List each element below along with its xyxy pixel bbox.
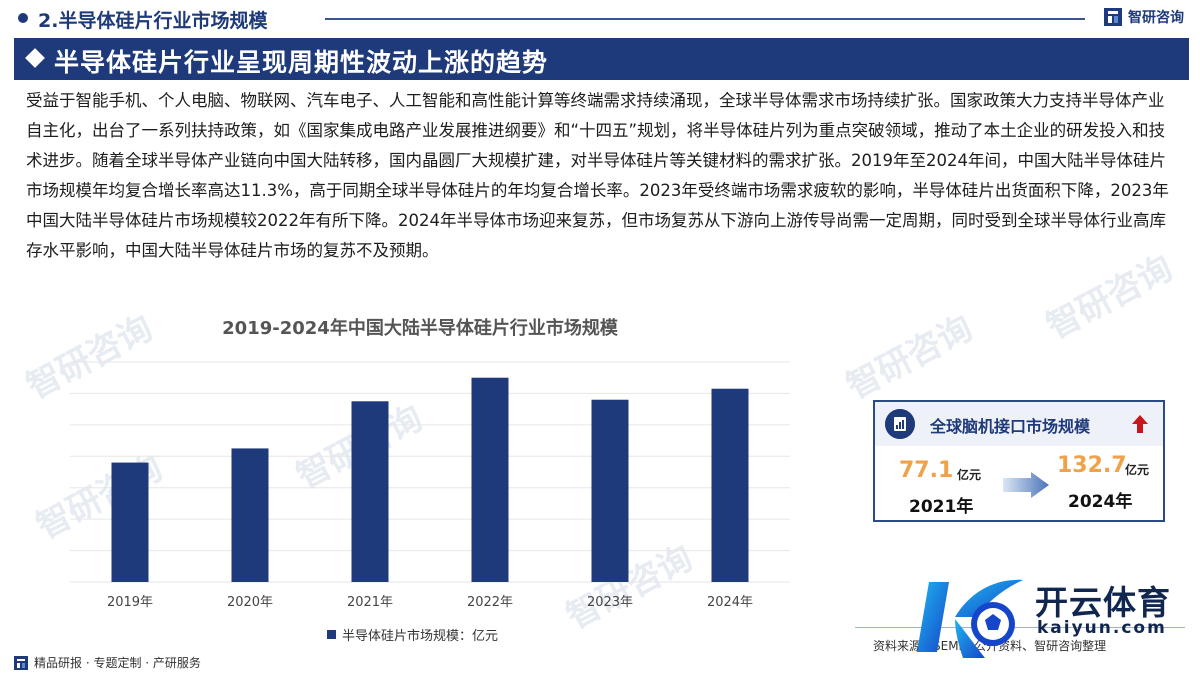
left-year: 2021年 bbox=[909, 497, 974, 517]
chart-title: 2019-2024年中国大陆半导体硅片行业市场规模 bbox=[222, 318, 618, 339]
bar bbox=[351, 401, 389, 582]
watermark: 智研咨询 bbox=[840, 308, 980, 408]
right-year: 2024年 bbox=[1068, 492, 1133, 512]
bullet-icon bbox=[18, 13, 28, 23]
divider bbox=[855, 627, 1185, 628]
legend-swatch bbox=[327, 630, 336, 639]
x-tick-label: 2022年 bbox=[467, 595, 513, 610]
bar bbox=[231, 448, 269, 582]
stat-card: 全球脑机接口市场规模 77.1 亿元 2021年 132.7 亿元 2024年 bbox=[873, 400, 1165, 522]
x-tick-label: 2021年 bbox=[347, 595, 393, 610]
left-value: 77.1 bbox=[899, 458, 954, 483]
right-value: 132.7 bbox=[1057, 453, 1127, 478]
x-tick-label: 2024年 bbox=[707, 595, 753, 610]
x-tick-label: 2020年 bbox=[227, 595, 273, 610]
footer-text: 精品研报 · 专题定制 · 产研服务 bbox=[34, 656, 201, 670]
brand-logo-icon bbox=[1104, 8, 1122, 26]
section-title: 2.半导体硅片行业市场规模 bbox=[38, 10, 268, 32]
x-tick-label: 2019年 bbox=[107, 595, 153, 610]
card-title: 全球脑机接口市场规模 bbox=[930, 417, 1091, 436]
bar-chart: 2019年 2020年 2021年 2022年 2023年 2024年 bbox=[70, 361, 790, 610]
bar bbox=[711, 388, 749, 582]
bar bbox=[591, 399, 629, 582]
headline: 半导体硅片行业呈现周期性波动上涨的趋势 bbox=[54, 48, 549, 77]
x-tick-label: 2023年 bbox=[587, 595, 633, 610]
card-header: 全球脑机接口市场规模 bbox=[875, 402, 1163, 446]
brand: 智研咨询 bbox=[1103, 7, 1184, 27]
bar bbox=[471, 377, 509, 582]
kaiyun-logo: 开云体育 kaiyun.com bbox=[915, 572, 1195, 662]
top-bar: 2.半导体硅片行业市场规模 智研咨询 bbox=[0, 0, 1200, 36]
arrow-up-icon bbox=[1132, 415, 1148, 433]
arrow-right-icon bbox=[1003, 472, 1049, 498]
brand-name: 智研咨询 bbox=[1128, 10, 1184, 26]
diamond-icon bbox=[25, 48, 45, 68]
right-unit: 亿元 bbox=[1125, 463, 1150, 477]
chart-legend: 半导体硅片市场规模：亿元 bbox=[327, 625, 498, 644]
divider bbox=[325, 18, 1085, 20]
chart-badge-icon bbox=[885, 409, 915, 439]
headline-banner: 半导体硅片行业呈现周期性波动上涨的趋势 bbox=[14, 38, 1189, 80]
logo-name-en: kaiyun.com bbox=[1037, 618, 1167, 638]
kaiyun-k-logo bbox=[917, 579, 1023, 658]
body-paragraph: 受益于智能手机、个人电脑、物联网、汽车电子、人工智能和高性能计算等终端需求持续涌… bbox=[26, 91, 1169, 260]
brand-logo-icon bbox=[14, 655, 28, 670]
footer: 精品研报 · 专题定制 · 产研服务 bbox=[14, 654, 201, 671]
legend-label: 半导体硅片市场规模：亿元 bbox=[342, 629, 499, 644]
logo-name-cn: 开云体育 bbox=[1035, 583, 1171, 622]
left-unit: 亿元 bbox=[957, 468, 982, 482]
bar bbox=[111, 462, 149, 582]
